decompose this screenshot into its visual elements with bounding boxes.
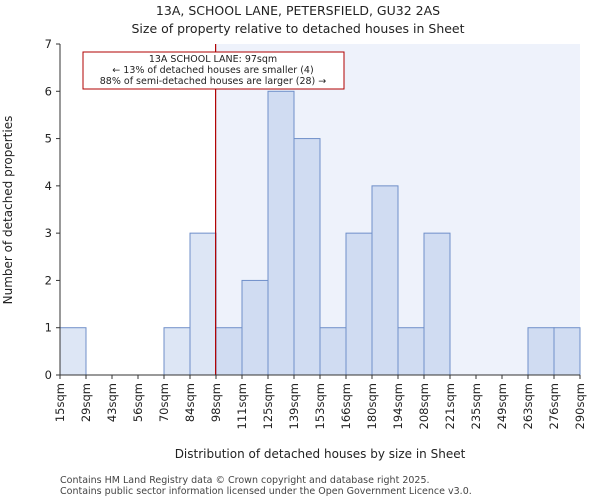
y-tick-label: 7	[45, 37, 52, 51]
bar	[293, 138, 321, 376]
x-tick-label: 125sqm	[261, 383, 275, 429]
x-tick-label: 98sqm	[209, 383, 223, 422]
bar	[215, 327, 243, 376]
x-tick-label: 180sqm	[365, 383, 379, 429]
bar	[397, 327, 425, 376]
annotation-box: 13A SCHOOL LANE: 97sqm ← 13% of detached…	[82, 51, 345, 90]
x-tick-label: 139sqm	[287, 383, 301, 429]
y-tick-label: 6	[45, 84, 52, 98]
x-tick-label: 15sqm	[53, 383, 67, 422]
bar	[423, 232, 451, 376]
footer-line1: Contains HM Land Registry data © Crown c…	[60, 475, 430, 486]
bar	[241, 279, 269, 376]
footer-line2: Contains public sector information licen…	[60, 486, 472, 497]
x-ticks: 15sqm 29sqm 43sqm 56sqm 70sqm 84sqm 98sqm 111sq…	[53, 375, 587, 429]
x-tick-label: 43sqm	[105, 383, 119, 422]
y-tick-label: 4	[45, 179, 52, 193]
y-tick-label: 5	[45, 132, 52, 146]
y-tick-label: 3	[45, 226, 52, 240]
y-tick-label: 2	[45, 273, 52, 287]
x-tick-label: 263sqm	[521, 383, 535, 429]
x-tick-label: 276sqm	[547, 383, 561, 429]
x-tick-label: 235sqm	[469, 383, 483, 429]
bar	[553, 327, 581, 376]
x-tick-label: 84sqm	[183, 383, 197, 422]
x-tick-label: 290sqm	[573, 383, 587, 429]
bar	[59, 327, 87, 376]
chart-title: 13A, SCHOOL LANE, PETERSFIELD, GU32 2AS	[156, 3, 440, 18]
annotation-border	[82, 51, 345, 90]
annotation-line2: ← 13% of detached houses are smaller (4)	[112, 65, 313, 76]
y-tick-label: 1	[45, 321, 52, 335]
x-tick-label: 29sqm	[79, 383, 93, 422]
x-tick-label: 194sqm	[391, 383, 405, 429]
bar	[527, 327, 555, 376]
x-axis-label: Distribution of detached houses by size …	[175, 447, 466, 461]
bar	[345, 232, 373, 376]
bars	[59, 90, 581, 376]
bar	[371, 185, 399, 376]
annotation-line3: 88% of semi-detached houses are larger (…	[100, 76, 327, 87]
x-tick-label: 249sqm	[495, 383, 509, 429]
bar	[319, 327, 347, 376]
bar	[163, 327, 191, 376]
x-tick-label: 153sqm	[313, 383, 327, 429]
x-tick-label: 208sqm	[417, 383, 431, 429]
annotation-line1: 13A SCHOOL LANE: 97sqm	[149, 54, 277, 65]
y-ticks: 0 1 2 3 4 5 6 7	[45, 37, 60, 382]
y-axis-label: Number of detached properties	[1, 116, 15, 305]
x-tick-label: 111sqm	[235, 383, 249, 429]
x-tick-label: 70sqm	[157, 383, 171, 422]
chart-subtitle: Size of property relative to detached ho…	[131, 21, 464, 36]
x-tick-label: 56sqm	[131, 383, 145, 422]
y-tick-label: 0	[45, 368, 52, 382]
x-tick-label: 221sqm	[443, 383, 457, 429]
bar	[267, 90, 295, 376]
x-tick-label: 166sqm	[339, 383, 353, 429]
bar	[189, 232, 217, 376]
